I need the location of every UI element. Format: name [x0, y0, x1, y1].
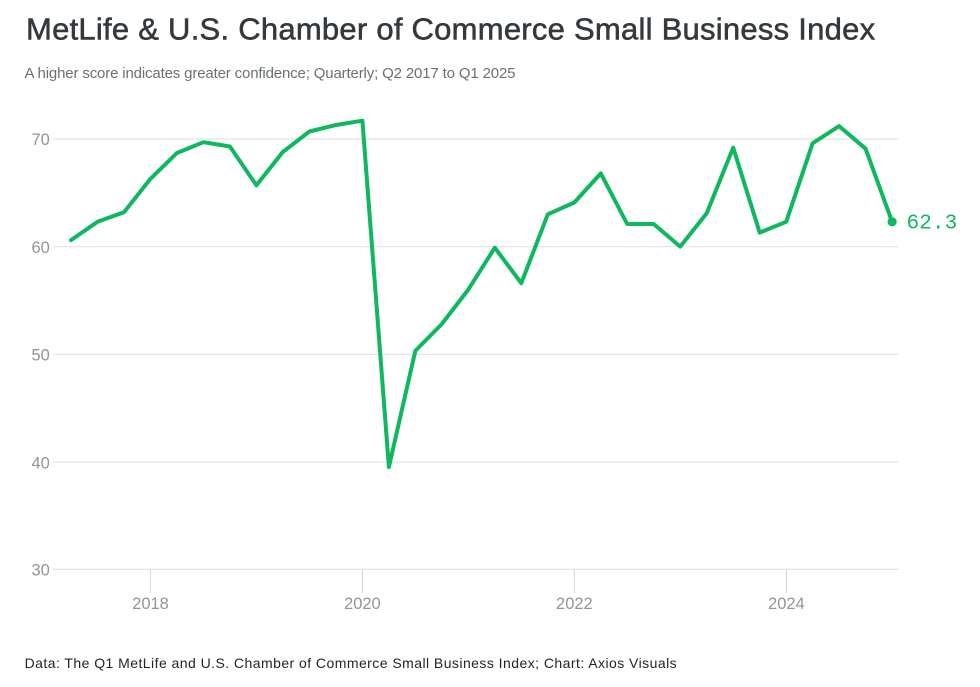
svg-text:70: 70	[31, 131, 49, 149]
svg-text:A higher score indicates great: A higher score indicates greater confide…	[25, 65, 516, 82]
svg-text:30: 30	[31, 562, 49, 580]
svg-text:50: 50	[31, 347, 49, 365]
svg-text:40: 40	[31, 454, 49, 472]
svg-text:2020: 2020	[344, 595, 381, 613]
svg-text:2018: 2018	[132, 595, 169, 613]
svg-text:60: 60	[31, 239, 49, 257]
svg-text:2024: 2024	[768, 595, 805, 613]
svg-text:62.3: 62.3	[907, 213, 958, 236]
svg-text:Data: The Q1 MetLife and U.S.: Data: The Q1 MetLife and U.S. Chamber of…	[25, 655, 678, 671]
svg-text:2022: 2022	[556, 595, 593, 613]
svg-text:MetLife & U.S. Chamber of Comm: MetLife & U.S. Chamber of Commerce Small…	[26, 12, 876, 47]
